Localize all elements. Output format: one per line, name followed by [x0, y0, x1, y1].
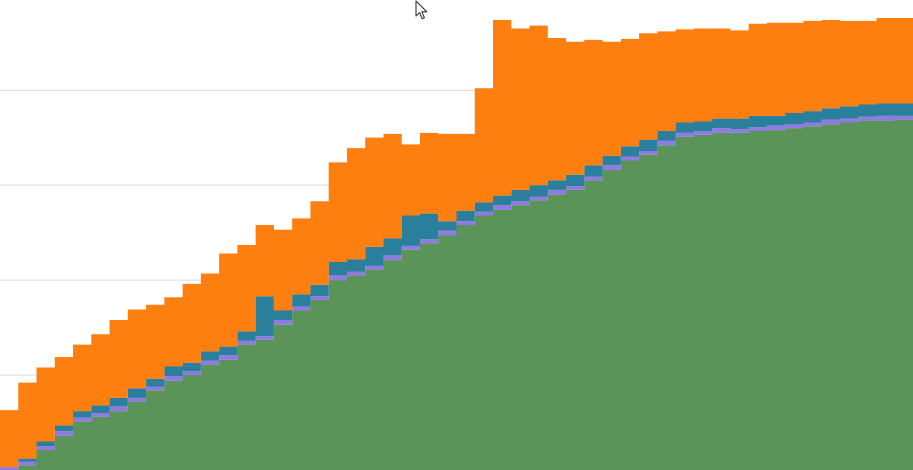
- area-series-group: [0, 18, 913, 470]
- area-series-4: [0, 18, 913, 468]
- area-series-1: [0, 118, 913, 470]
